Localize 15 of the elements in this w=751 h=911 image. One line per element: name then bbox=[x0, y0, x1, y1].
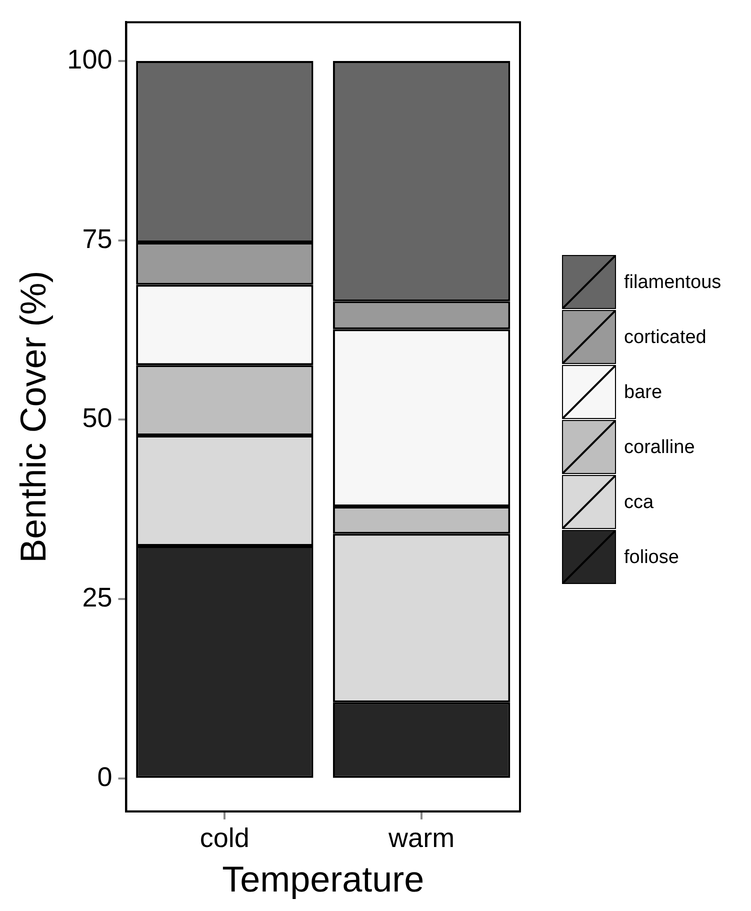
text: foliose bbox=[624, 546, 679, 568]
y-axis-title: Benthic Cover (%) bbox=[12, 270, 54, 563]
text: corticated bbox=[624, 326, 706, 348]
y-tick-label: 100 bbox=[67, 44, 112, 74]
x-axis-title: Temperature bbox=[222, 858, 424, 900]
y-tick-label: 75 bbox=[82, 224, 112, 254]
text: filamentous bbox=[624, 272, 722, 294]
x-tick-label: warm bbox=[388, 823, 455, 854]
text: cca bbox=[624, 492, 654, 514]
y-tick-label: 25 bbox=[82, 582, 112, 612]
x-tick-label: cold bbox=[200, 823, 250, 854]
y-tick-label: 0 bbox=[97, 762, 112, 792]
text: bare bbox=[624, 382, 662, 404]
y-tick-label: 50 bbox=[82, 403, 112, 434]
text: coralline bbox=[624, 436, 695, 458]
